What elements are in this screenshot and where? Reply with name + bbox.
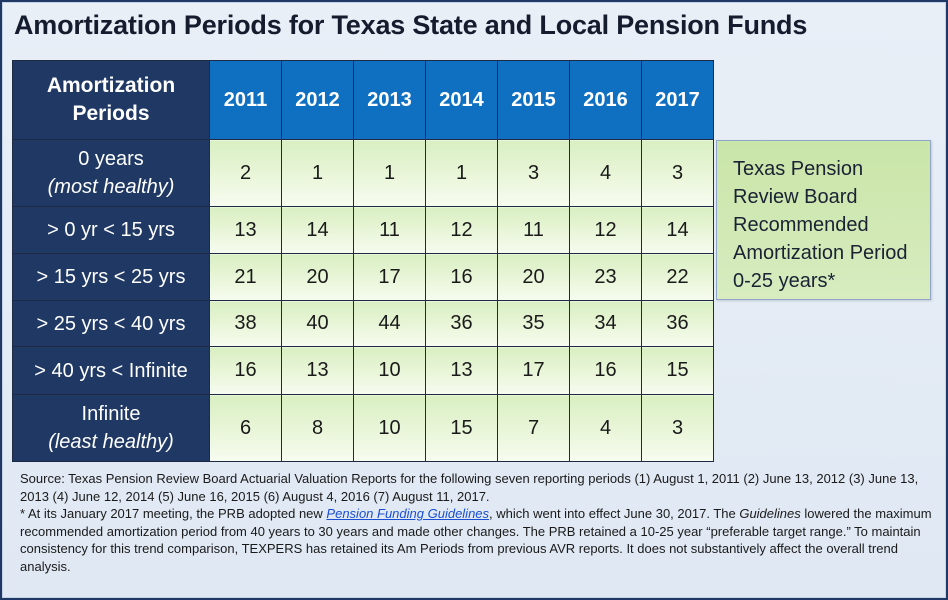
page-title: Amortization Periods for Texas State and… [14,10,808,40]
table-cell: 13 [281,346,354,395]
row-label: > 0 yr < 15 yrs [12,206,210,254]
table-row: > 40 yrs < Infinite 16 13 10 13 17 16 15 [12,346,714,395]
column-header-year: 2014 [425,60,498,140]
table-cell: 20 [497,253,570,301]
column-header-year: 2016 [569,60,642,140]
row-label: > 25 yrs < 40 yrs [12,300,210,347]
table-cell: 44 [353,300,426,347]
callout-line: 0-25 years* [733,270,836,292]
table-cell: 38 [209,300,282,347]
table-cell: 12 [569,206,642,254]
table-cell: 6 [209,394,282,462]
corner-line-1: Amortization [46,74,176,97]
table-cell: 10 [353,346,426,395]
table-row: 0 years (most healthy) 2 1 1 1 3 4 3 [12,139,714,207]
note-text: lowered the maximum recommended amortiza… [20,506,932,574]
table-cell: 13 [209,206,282,254]
table-cell: 11 [353,206,426,254]
callout-line: Texas Pension [733,158,864,180]
table-cell: 22 [641,253,714,301]
pension-funding-guidelines-link[interactable]: Pension Funding Guidelines [326,506,490,521]
table-row: Infinite (least healthy) 6 8 10 15 7 4 3 [12,394,714,462]
table-cell: 16 [425,253,498,301]
source-note: Source: Texas Pension Review Board Actua… [20,471,919,504]
callout-line: Amortization Period [733,242,908,264]
row-label: Infinite (least healthy) [12,394,210,462]
row-label: > 15 yrs < 25 yrs [12,253,210,301]
table-cell: 17 [497,346,570,395]
row-label-text: 0 years [78,148,144,170]
table-cell: 16 [569,346,642,395]
table-cell: 4 [569,394,642,462]
table-cell: 10 [353,394,426,462]
table-cell: 36 [425,300,498,347]
recommended-period-callout: Texas Pension Review Board Recommended A… [716,140,931,300]
table-cell: 1 [281,139,354,207]
table-cell: 15 [641,346,714,395]
table-cell: 8 [281,394,354,462]
table-cell: 13 [425,346,498,395]
table-cell: 16 [209,346,282,395]
column-header-year: 2017 [641,60,714,140]
column-header-year: 2015 [497,60,570,140]
table-row: > 25 yrs < 40 yrs 38 40 44 36 35 34 36 [12,300,714,347]
row-label: > 40 yrs < Infinite [12,346,210,395]
table-cell: 3 [641,394,714,462]
asterisk-note: * At its January 2017 meeting, the PRB a… [20,505,932,575]
table-cell: 12 [425,206,498,254]
table-header-row: Amortization Periods 2011 2012 2013 2014… [12,60,714,140]
table-cell: 1 [353,139,426,207]
table-cell: 14 [641,206,714,254]
table-cell: 20 [281,253,354,301]
table-cell: 34 [569,300,642,347]
table-cell: 23 [569,253,642,301]
table-row: > 15 yrs < 25 yrs 21 20 17 16 20 23 22 [12,253,714,301]
table-cell: 3 [497,139,570,207]
callout-line: Review Board [733,186,858,208]
table-cell: 11 [497,206,570,254]
column-header-year: 2013 [353,60,426,140]
table-cell: 4 [569,139,642,207]
row-label-note: (most healthy) [47,176,175,198]
row-label: 0 years (most healthy) [12,139,210,207]
footnotes: Source: Texas Pension Review Board Actua… [20,470,932,575]
note-text: * At its January 2017 meeting, the PRB a… [20,506,327,521]
table-cell: 1 [425,139,498,207]
table-cell: 40 [281,300,354,347]
callout-line: Recommended [733,214,869,236]
table-cell: 17 [353,253,426,301]
row-label-text: Infinite [81,403,141,425]
table-row: > 0 yr < 15 yrs 13 14 11 12 11 12 14 [12,206,714,254]
table-cell: 35 [497,300,570,347]
table-cell: 15 [425,394,498,462]
column-header-year: 2011 [209,60,282,140]
table-cell: 14 [281,206,354,254]
table-cell: 3 [641,139,714,207]
table-cell: 36 [641,300,714,347]
note-italic-text: Guidelines [739,506,801,521]
column-header-year: 2012 [281,60,354,140]
amortization-table: Amortization Periods 2011 2012 2013 2014… [12,60,714,462]
table-cell: 21 [209,253,282,301]
corner-line-2: Periods [72,102,150,125]
table-cell: 7 [497,394,570,462]
column-header-periods: Amortization Periods [12,60,210,140]
table-cell: 2 [209,139,282,207]
note-text: , which went into effect June 30, 2017. … [489,506,740,521]
row-label-note: (least healthy) [48,431,174,453]
